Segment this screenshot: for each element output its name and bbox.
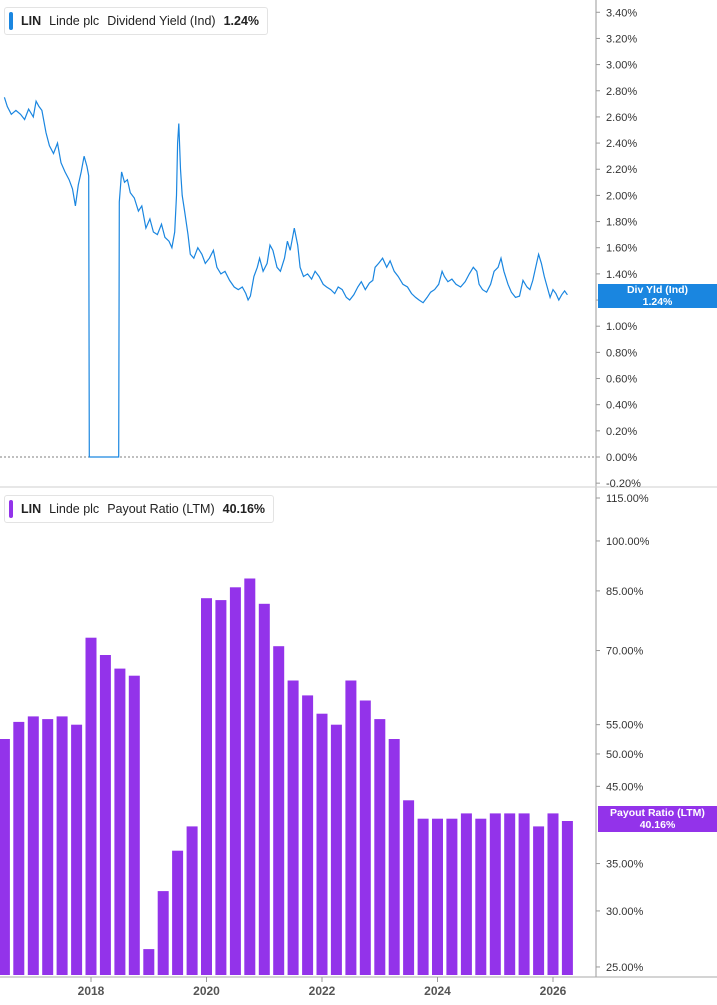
y-tick-label: 30.00%	[606, 906, 644, 918]
y-tick-label: 2.80%	[606, 86, 637, 98]
y-tick-label: 1.60%	[606, 243, 637, 255]
legend-company: Linde plc	[49, 14, 100, 28]
payout-bar	[273, 646, 285, 975]
payout-bar	[229, 587, 241, 975]
payout-bar	[287, 680, 299, 975]
payout-bar	[561, 821, 573, 975]
legend-value: 1.24%	[223, 14, 260, 28]
y-tick-label: 3.40%	[606, 7, 637, 19]
y-tick-label: 0.40%	[606, 400, 637, 412]
tag-label: Payout Ratio (LTM)	[610, 807, 705, 819]
y-tick-label: 1.40%	[606, 269, 637, 281]
series-color-swatch	[9, 12, 13, 30]
payout-bar	[345, 680, 357, 975]
payout-ratio-legend: LIN Linde plc Payout Ratio (LTM) 40.16%	[4, 495, 275, 523]
payout-bar	[128, 675, 140, 975]
x-tick-label: 2026	[540, 984, 567, 998]
y-tick-label: 2.00%	[606, 190, 637, 202]
payout-bar	[215, 600, 227, 975]
payout-bar	[504, 813, 516, 975]
dividend-yield-legend: LIN Linde plc Dividend Yield (Ind) 1.24%	[4, 7, 269, 35]
y-tick-label: 50.00%	[606, 749, 644, 761]
legend-symbol: LIN	[21, 14, 42, 28]
y-tick-label: 2.60%	[606, 112, 637, 124]
y-tick-label: -0.20%	[606, 478, 641, 490]
legend-metric: Dividend Yield (Ind)	[107, 14, 216, 28]
payout-bar	[403, 800, 415, 975]
payout-bar	[518, 813, 530, 975]
payout-bar	[143, 949, 155, 975]
y-tick-label: 3.20%	[606, 33, 637, 45]
payout-bar	[42, 719, 54, 975]
payout-bar	[157, 891, 169, 975]
legend-value: 40.16%	[222, 502, 266, 516]
y-tick-label: 1.80%	[606, 217, 637, 229]
y-tick-label: 100.00%	[606, 536, 650, 548]
payout-bar	[244, 578, 256, 975]
x-axis: 2018 2020 2022 2024 2026	[78, 977, 567, 998]
y-tick-label: 3.00%	[606, 60, 637, 72]
tag-value: 1.24%	[642, 296, 673, 308]
payout-bar	[56, 716, 68, 975]
x-tick-label: 2024	[424, 984, 451, 998]
payout-ratio-chart	[0, 578, 573, 975]
payout-bar	[316, 713, 328, 975]
y-tick-label: 0.60%	[606, 374, 637, 386]
payout-bar	[0, 739, 10, 975]
y-tick-label: 2.40%	[606, 138, 637, 150]
payout-bar	[258, 603, 270, 975]
payout-bar	[13, 721, 25, 975]
tag-value: 40.16%	[639, 819, 676, 831]
y-tick-label: 0.80%	[606, 347, 637, 359]
payout-bar	[71, 724, 83, 975]
legend-company: Linde plc	[49, 502, 100, 516]
payout-bar	[172, 850, 184, 975]
x-tick-label: 2020	[193, 984, 220, 998]
y-axis: 3.40% 3.20% 3.00% 2.80% 2.60% 2.40% 2.20% 2.00%…	[0, 0, 717, 978]
payout-bar	[85, 637, 97, 975]
series-color-swatch	[9, 500, 13, 518]
payout-bar	[388, 739, 400, 975]
payout-bar	[547, 813, 559, 975]
y-tick-label: 70.00%	[606, 646, 644, 658]
y-tick-label: 0.20%	[606, 426, 637, 438]
payout-bar	[186, 826, 198, 975]
payout-bar	[330, 724, 342, 975]
y-tick-label: 115.00%	[606, 493, 649, 505]
payout-bar	[475, 818, 487, 975]
payout-bar	[99, 655, 111, 975]
y-tick-label: 0.00%	[606, 452, 637, 464]
payout-bar	[446, 818, 458, 975]
payout-bar	[432, 818, 443, 975]
legend-metric: Payout Ratio (LTM)	[107, 502, 215, 516]
payout-bar	[374, 719, 386, 975]
y-tick-label: 45.00%	[606, 781, 644, 793]
payout-ratio-price-tag: Payout Ratio (LTM) 40.16%	[598, 806, 717, 832]
payout-bar	[201, 598, 212, 975]
dividend-yield-price-tag: Div Yld (Ind) 1.24%	[598, 284, 717, 308]
payout-bar	[533, 826, 545, 975]
y-tick-label: 85.00%	[606, 586, 644, 598]
x-tick-label: 2018	[78, 984, 105, 998]
payout-bar	[460, 813, 472, 975]
y-tick-label: 25.00%	[606, 962, 644, 974]
dividend-yield-line	[3, 97, 568, 458]
tag-label: Div Yld (Ind)	[626, 284, 689, 296]
payout-bar	[114, 668, 126, 975]
y-tick-label: 55.00%	[606, 720, 644, 732]
payout-bar	[489, 813, 501, 975]
y-tick-label: 2.20%	[606, 164, 637, 176]
x-tick-label: 2022	[309, 984, 336, 998]
payout-bar	[417, 818, 429, 975]
legend-symbol: LIN	[21, 502, 42, 516]
payout-bar	[359, 700, 371, 975]
y-tick-label: 35.00%	[606, 859, 644, 871]
payout-bar	[27, 716, 39, 975]
payout-bar	[302, 695, 314, 975]
y-tick-label: 1.00%	[606, 321, 637, 333]
dividend-yield-chart	[0, 97, 596, 458]
